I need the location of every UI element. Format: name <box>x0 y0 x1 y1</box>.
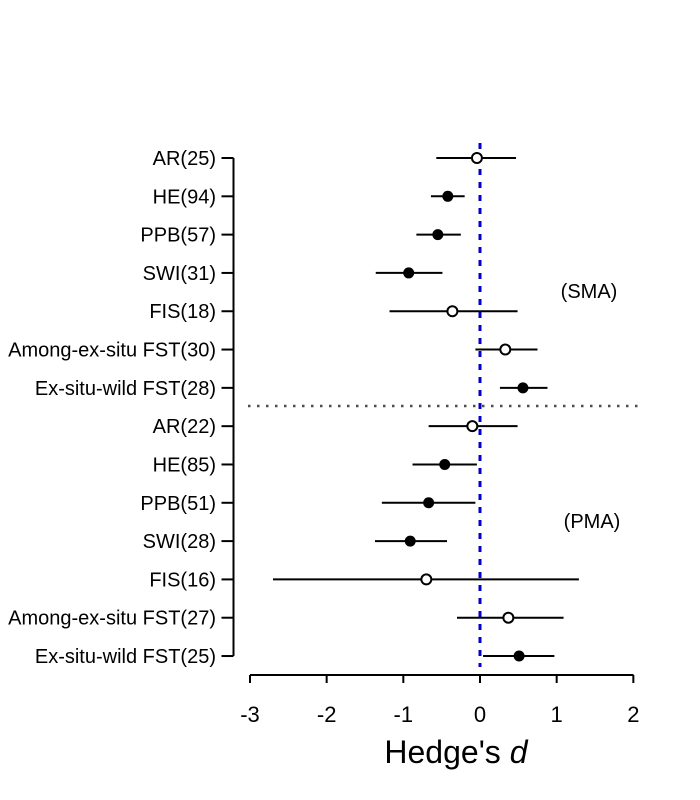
x-axis-title-italic-d: d <box>510 734 529 770</box>
estimate-marker-open <box>499 343 512 356</box>
estimate-marker-open <box>502 611 515 624</box>
row-label: PPB(57) <box>140 225 216 247</box>
estimate-marker-filled <box>432 229 444 241</box>
group-label-sma: (SMA) <box>561 281 618 303</box>
estimate-marker-open <box>446 305 459 318</box>
estimate-marker-open <box>466 420 479 433</box>
estimate-marker-filled <box>404 535 416 547</box>
x-tick-label: 0 <box>474 702 486 727</box>
row-label: Among-ex-situ FST(30) <box>8 340 216 362</box>
row-label: AR(25) <box>153 148 216 170</box>
row-label: AR(22) <box>153 416 216 438</box>
estimate-marker-filled <box>403 267 415 279</box>
row-label: HE(94) <box>153 186 216 208</box>
row-label: Among-ex-situ FST(27) <box>8 608 216 630</box>
row-label: HE(85) <box>153 454 216 476</box>
estimate-marker-filled <box>439 458 451 470</box>
x-axis-title-prefix: Hedge's <box>384 734 500 770</box>
estimate-marker-filled <box>442 190 454 202</box>
x-tick-label: 1 <box>551 702 563 727</box>
estimate-marker-filled <box>517 382 529 394</box>
x-axis-title: Hedge's d <box>384 734 528 770</box>
estimate-marker-filled <box>423 497 435 509</box>
row-label: FIS(18) <box>149 301 216 323</box>
row-label: Ex-situ-wild FST(28) <box>35 378 216 400</box>
group-label-pma: (PMA) <box>564 511 621 533</box>
estimate-marker-open <box>470 152 483 164</box>
row-label: FIS(16) <box>149 569 216 591</box>
estimate-marker-open <box>420 573 433 586</box>
row-label: SWI(28) <box>143 531 216 553</box>
estimate-marker-filled <box>513 650 525 662</box>
row-label: SWI(31) <box>143 263 216 285</box>
x-tick-label: 2 <box>627 702 639 727</box>
row-label: Ex-situ-wild FST(25) <box>35 646 216 668</box>
x-tick-label: -2 <box>317 702 337 727</box>
x-tick-label: -1 <box>394 702 414 727</box>
x-tick-label: -3 <box>240 702 260 727</box>
row-label: PPB(51) <box>140 493 216 515</box>
